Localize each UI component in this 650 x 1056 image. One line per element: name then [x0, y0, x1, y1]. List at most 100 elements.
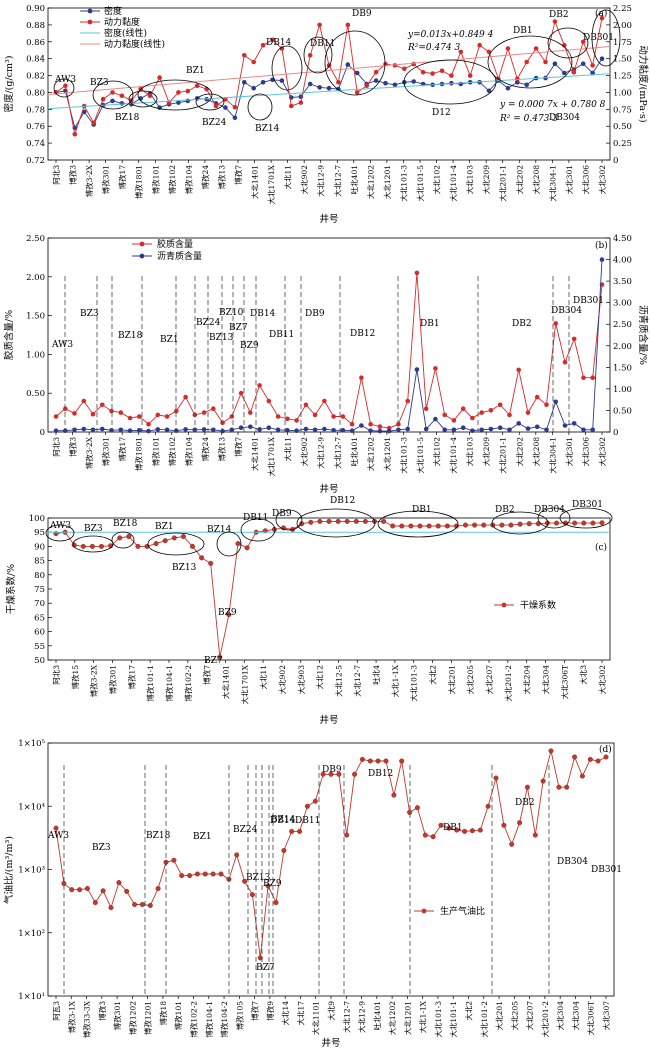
legend-label-viscosity: 动力黏度: [104, 16, 140, 28]
group-label-b: DB301: [573, 296, 604, 306]
point-沥青质含量-25: [285, 428, 290, 433]
point-胶质含量-8: [127, 415, 133, 421]
point-动力黏度-36: [392, 63, 398, 68]
xtick-label: 博孜7: [233, 165, 243, 185]
xtick-label: 博孜9: [265, 1001, 275, 1021]
point-胶质含量-6: [109, 408, 114, 414]
point-沥青质含量-7: [118, 427, 124, 433]
point-生产气油比-25: [249, 892, 255, 898]
point-生产气油比-56: [493, 775, 499, 781]
point-动力黏度-48: [505, 46, 511, 51]
group-label-c: BZ13: [172, 563, 197, 573]
xtick-label: 大北12-7: [332, 437, 342, 469]
xtick-label: 博孜3-2X: [84, 436, 94, 469]
point-密度-58: [599, 56, 605, 61]
xtick-label: 博孜102: [167, 165, 177, 195]
point-动力黏度-20: [242, 53, 247, 58]
point-胶质含量-56: [571, 336, 577, 342]
ytick-label: 1×10⁴: [18, 802, 45, 812]
xtick-label: 博孜301: [101, 165, 111, 194]
ytick-label: 55: [34, 642, 45, 652]
point-胶质含量-18: [220, 420, 225, 426]
point-沥青质含量-6: [109, 428, 114, 433]
point-生产气油比-13: [155, 886, 161, 892]
point-胶质含量-51: [525, 410, 531, 415]
point-干燥系数-17: [208, 560, 214, 566]
point-沥青质含量-20: [238, 425, 244, 431]
point-干燥系数-39: [408, 523, 414, 529]
xtick-label: 大北306T: [586, 1001, 596, 1035]
point-生产气油比-52: [462, 828, 468, 834]
xtick-label: 博孜104-1: [204, 1001, 214, 1038]
legend-marker-resin: [139, 241, 145, 247]
group-ellipse-a-8: [324, 30, 386, 96]
xtick-label: 大北3: [578, 665, 588, 685]
xtick-label: 大北202: [514, 165, 524, 195]
panel-d-gas-oil-ratio: (d) 气油比/(m³/m³) 井号 生产气油比: [3, 742, 615, 1049]
point-沥青质含量-19: [229, 427, 235, 433]
panel-d-label: (d): [599, 744, 612, 755]
point-动力黏度-24: [279, 46, 285, 51]
point-胶质含量-23: [266, 398, 272, 404]
xtick-label: 大北302: [597, 165, 607, 195]
point-胶质含量-33: [359, 375, 364, 381]
xtick-label: 大北903: [296, 665, 306, 695]
point-生产气油比-47: [422, 832, 428, 838]
xtick-label: 大北902: [277, 665, 287, 695]
point-生产气油比-19: [202, 871, 208, 877]
point-生产气油比-43: [391, 792, 397, 798]
point-动力黏度-53: [552, 19, 558, 24]
point-干燥系数-18: [217, 654, 223, 660]
point-生产气油比-5: [92, 900, 98, 906]
point-沥青质含量-55: [562, 423, 568, 428]
point-胶质含量-41: [433, 366, 438, 371]
xtick-label: 博孜7: [250, 1001, 260, 1021]
point-胶质含量-24: [275, 414, 281, 419]
point-沥青质含量-3: [81, 426, 87, 432]
point-生产气油比-39: [359, 756, 365, 762]
ytick-label: 70: [34, 599, 45, 609]
point-生产气油比-36: [336, 771, 342, 777]
legend-marker-gor: [421, 908, 427, 914]
xtick-label: 博孜102-2: [183, 665, 193, 702]
point-干燥系数-29: [317, 518, 323, 524]
point-沥青质含量-10: [146, 428, 151, 434]
point-干燥系数-8: [126, 534, 132, 540]
panel-d-legend: 生产气油比: [414, 905, 485, 917]
point-胶质含量-12: [164, 414, 170, 419]
ytick-label: 75: [34, 585, 45, 595]
point-胶质含量-20: [238, 390, 244, 396]
point-胶质含量-26: [294, 418, 299, 423]
xtick-label: 大北205: [465, 665, 475, 695]
xtick-label: 博孜24: [200, 165, 210, 190]
point-干燥系数-58: [581, 520, 587, 526]
group-label-c: DB12: [330, 496, 355, 506]
xtick-label: 博孜101: [150, 437, 160, 466]
group-label-c: BZ14: [207, 525, 232, 535]
y2tick-label: 1.50: [613, 363, 632, 373]
xtick-label: 大北902: [299, 437, 309, 467]
group-ellipse-a-5: [247, 93, 273, 121]
group-ellipse-a-6: [271, 45, 303, 91]
group-ellipse-c-2: [111, 531, 135, 549]
xtick-label: 博孜3: [97, 1001, 107, 1021]
xtick-label: 阿北3: [52, 165, 61, 185]
xtick-label: 博孜17: [117, 165, 127, 190]
xtick-label: 大北304-1: [547, 437, 557, 474]
y2tick-label: 4.50: [613, 234, 632, 244]
panel-b-legend: 胶质含量 沥青质含量: [132, 238, 202, 262]
point-胶质含量-54: [553, 321, 558, 326]
xtick-label: 阿北3: [52, 665, 61, 685]
point-干燥系数-38: [399, 523, 405, 529]
group-label-c: BZ9: [218, 608, 237, 618]
series-line-胶质含量: [55, 272, 603, 429]
point-干燥系数-49: [499, 522, 505, 528]
point-生产气油比-7: [108, 905, 114, 911]
group-label-b: DB9: [305, 309, 325, 319]
point-密度-57: [590, 70, 595, 76]
group-label-c: DB304: [534, 505, 565, 515]
xtick-label: 大北201: [494, 1001, 504, 1030]
point-干燥系数-51: [517, 521, 523, 527]
y2tick-label: 0.50: [613, 122, 632, 132]
xtick-label: 博孜3-2X: [89, 664, 99, 697]
